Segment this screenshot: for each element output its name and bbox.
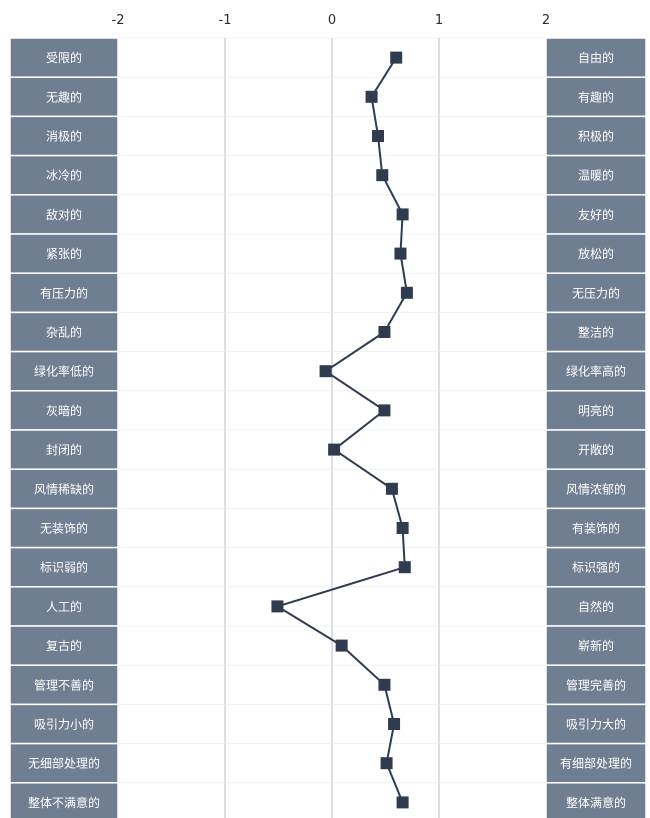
x-tick-label-2: 0 xyxy=(328,13,336,28)
right-label-6: 无压力的 xyxy=(572,285,620,300)
right-label-16: 管理完善的 xyxy=(566,677,626,692)
data-point-18 xyxy=(380,757,393,770)
data-point-7 xyxy=(378,326,391,338)
left-label-box-15 xyxy=(9,625,119,666)
data-point-16 xyxy=(378,678,391,691)
right-label-4: 友好的 xyxy=(578,207,614,222)
right-label-box-19 xyxy=(545,782,647,818)
data-point-3 xyxy=(376,169,389,182)
right-label-12: 有装饰的 xyxy=(572,521,620,536)
data-point-12 xyxy=(396,522,409,534)
left-label-18: 无细部处理的 xyxy=(28,756,100,771)
right-label-10: 开敞的 xyxy=(578,442,614,457)
right-label-box-17 xyxy=(545,703,647,745)
right-label-box-5 xyxy=(545,233,647,274)
data-point-19 xyxy=(396,796,409,809)
right-label-8: 绿化率高的 xyxy=(566,364,626,379)
left-label-19: 整体不满意的 xyxy=(28,795,100,810)
series xyxy=(271,51,413,809)
right-label-19: 整体满意的 xyxy=(566,795,626,810)
data-point-14 xyxy=(271,600,284,613)
data-point-9 xyxy=(378,404,391,417)
right-label-box-13 xyxy=(545,546,647,588)
right-label-box-16 xyxy=(545,664,647,706)
left-label-3: 冰冷的 xyxy=(46,168,82,183)
right-label-box-2 xyxy=(545,115,647,157)
data-point-6 xyxy=(400,286,413,299)
right-label-9: 明亮的 xyxy=(578,403,614,418)
data-point-0 xyxy=(390,51,403,64)
left-label-box-9 xyxy=(9,390,119,431)
left-label-14: 人工的 xyxy=(46,599,82,614)
data-point-13 xyxy=(398,561,411,574)
left-label-10: 封闭的 xyxy=(46,442,82,457)
data-point-8 xyxy=(319,365,332,378)
x-tick-label-0: -2 xyxy=(112,13,125,28)
right-label-13: 标识强的 xyxy=(572,560,620,575)
right-label-box-14 xyxy=(545,586,647,627)
left-label-11: 风情稀缺的 xyxy=(34,481,94,496)
data-point-2 xyxy=(372,130,385,142)
left-label-box-5 xyxy=(9,233,119,274)
left-label-1: 无趣的 xyxy=(46,89,82,104)
right-label-7: 整洁的 xyxy=(578,325,614,340)
right-label-14: 自然的 xyxy=(578,599,614,614)
left-label-2: 消极的 xyxy=(46,129,82,144)
data-point-11 xyxy=(385,482,398,495)
left-label-box-19 xyxy=(9,782,119,818)
left-label-box-12 xyxy=(9,507,119,549)
series-line xyxy=(276,57,408,803)
left-label-6: 有压力的 xyxy=(40,285,88,300)
left-label-box-0 xyxy=(9,37,119,78)
right-label-2: 积极的 xyxy=(578,129,614,144)
data-point-15 xyxy=(335,639,348,652)
data-point-4 xyxy=(396,208,409,221)
left-label-box-10 xyxy=(9,429,119,470)
left-label-8: 绿化率低的 xyxy=(34,364,94,379)
left-label-box-3 xyxy=(9,154,119,196)
right-label-3: 温暖的 xyxy=(578,168,614,183)
left-label-7: 杂乱的 xyxy=(46,325,82,340)
right-label-box-0 xyxy=(545,37,647,78)
left-label-box-1 xyxy=(9,76,119,118)
left-label-17: 吸引力小的 xyxy=(34,717,94,732)
data-point-10 xyxy=(328,443,341,456)
left-label-16: 管理不善的 xyxy=(34,677,94,692)
left-label-5: 紧张的 xyxy=(46,246,82,261)
x-tick-label-3: 1 xyxy=(435,13,443,28)
left-label-box-8 xyxy=(9,350,119,392)
x-tick-label-1: -1 xyxy=(219,13,232,28)
left-label-box-16 xyxy=(9,664,119,706)
right-label-5: 放松的 xyxy=(578,246,614,261)
right-label-box-10 xyxy=(545,429,647,470)
right-label-17: 吸引力大的 xyxy=(566,717,626,732)
left-label-12: 无装饰的 xyxy=(40,521,88,536)
right-label-1: 有趣的 xyxy=(578,89,614,104)
left-label-4: 敌对的 xyxy=(46,207,82,222)
right-label-box-1 xyxy=(545,76,647,118)
right-label-box-12 xyxy=(545,507,647,549)
left-label-box-13 xyxy=(9,546,119,588)
x-tick-labels: -2 -1 0 1 2 xyxy=(112,13,551,28)
right-label-18: 有细部处理的 xyxy=(560,756,632,771)
right-label-box-8 xyxy=(545,350,647,392)
right-label-0: 自由的 xyxy=(578,50,614,65)
grid-lines xyxy=(118,37,546,818)
left-label-box-4 xyxy=(9,194,119,235)
right-label-11: 风情浓郁的 xyxy=(566,481,626,496)
left-label-box-17 xyxy=(9,703,119,745)
right-label-box-4 xyxy=(545,194,647,235)
right-label-15: 崭新的 xyxy=(578,638,614,653)
data-point-1 xyxy=(365,90,378,103)
left-label-0: 受限的 xyxy=(46,50,82,65)
data-point-5 xyxy=(394,247,407,260)
data-point-17 xyxy=(388,718,401,730)
left-label-9: 灰暗的 xyxy=(46,403,82,418)
left-label-13: 标识弱的 xyxy=(40,560,88,575)
left-label-box-7 xyxy=(9,311,119,353)
left-label-15: 复古的 xyxy=(46,638,82,653)
x-tick-label-4: 2 xyxy=(542,13,550,28)
